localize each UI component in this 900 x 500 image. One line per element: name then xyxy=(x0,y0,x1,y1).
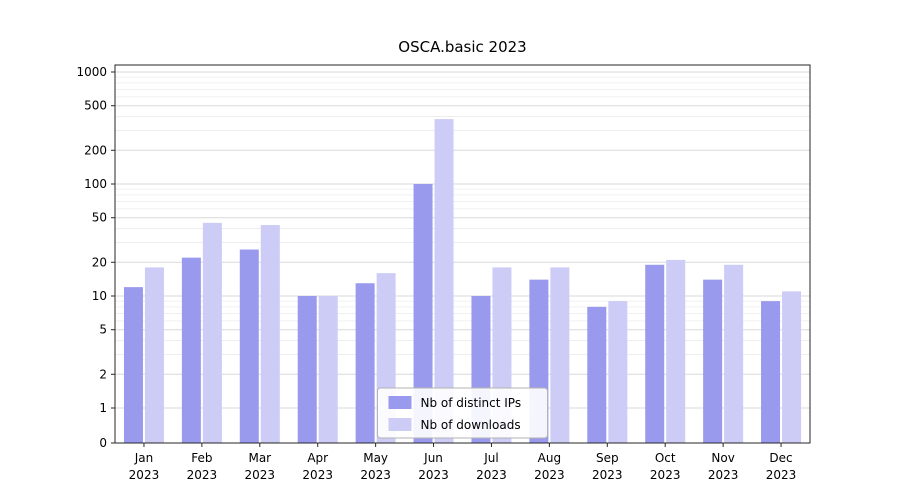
x-tick-label-month: Aug xyxy=(538,451,561,465)
x-tick-label-month: Apr xyxy=(307,451,328,465)
y-tick-label: 5 xyxy=(99,323,107,337)
bar-ips-dec xyxy=(761,301,781,443)
bar-downloads-dec xyxy=(782,291,802,443)
bar-downloads-jun xyxy=(434,119,454,443)
bar-downloads-oct xyxy=(666,259,686,443)
x-tick-label-year: 2023 xyxy=(592,468,623,482)
x-tick-label-year: 2023 xyxy=(708,468,739,482)
y-tick-label: 500 xyxy=(84,99,107,113)
x-tick-label-year: 2023 xyxy=(476,468,507,482)
x-tick-label-month: Mar xyxy=(248,451,271,465)
legend-swatch-downloads xyxy=(388,418,412,431)
x-tick-label-year: 2023 xyxy=(245,468,276,482)
x-tick-label-month: May xyxy=(363,451,388,465)
x-tick-label-month: Feb xyxy=(191,451,212,465)
x-tick-label-month: Nov xyxy=(711,451,734,465)
y-tick-label: 10 xyxy=(92,289,107,303)
bar-ips-jun xyxy=(413,184,433,443)
bar-ips-oct xyxy=(645,264,665,443)
bar-downloads-sep xyxy=(608,301,628,443)
bar-ips-may xyxy=(355,283,375,443)
y-tick-label: 20 xyxy=(92,255,107,269)
x-tick-label-month: Dec xyxy=(769,451,792,465)
x-tick-label-year: 2023 xyxy=(187,468,218,482)
bar-ips-mar xyxy=(239,249,259,443)
bar-ips-feb xyxy=(181,257,201,443)
bar-ips-apr xyxy=(297,296,317,443)
bar-downloads-apr xyxy=(318,296,338,443)
x-tick-label-year: 2023 xyxy=(766,468,797,482)
y-tick-label: 1 xyxy=(99,401,107,415)
bar-downloads-mar xyxy=(260,225,280,443)
y-tick-label: 0 xyxy=(99,436,107,450)
y-tick-label: 200 xyxy=(84,143,107,157)
x-tick-label-year: 2023 xyxy=(302,468,333,482)
y-tick-label: 2 xyxy=(99,367,107,381)
y-tick-label: 100 xyxy=(84,177,107,191)
bar-ips-jan xyxy=(123,287,143,443)
bar-downloads-nov xyxy=(724,264,744,443)
bar-ips-sep xyxy=(587,306,607,443)
bar-ips-nov xyxy=(703,279,723,443)
x-tick-label-month: Oct xyxy=(655,451,676,465)
x-tick-label-year: 2023 xyxy=(534,468,565,482)
x-tick-label-month: Jan xyxy=(134,451,154,465)
x-tick-label-year: 2023 xyxy=(418,468,449,482)
bar-downloads-aug xyxy=(550,267,570,443)
bar-downloads-feb xyxy=(202,222,222,443)
legend-swatch-ips xyxy=(388,396,412,409)
plot-border xyxy=(114,64,811,444)
x-tick-label-month: Sep xyxy=(596,451,619,465)
legend-box xyxy=(377,387,548,439)
x-tick-label-month: Jun xyxy=(423,451,443,465)
x-tick-label-month: Jul xyxy=(483,451,498,465)
x-tick-label-year: 2023 xyxy=(129,468,160,482)
y-tick-label: 50 xyxy=(92,211,107,225)
legend-label: Nb of distinct IPs xyxy=(421,396,522,410)
bar-downloads-jan xyxy=(144,267,164,443)
chart-title: OSCA.basic 2023 xyxy=(398,38,527,56)
x-tick-label-year: 2023 xyxy=(360,468,391,482)
y-tick-label: 1000 xyxy=(76,65,107,79)
legend-label: Nb of downloads xyxy=(421,418,521,432)
x-tick-label-year: 2023 xyxy=(650,468,681,482)
